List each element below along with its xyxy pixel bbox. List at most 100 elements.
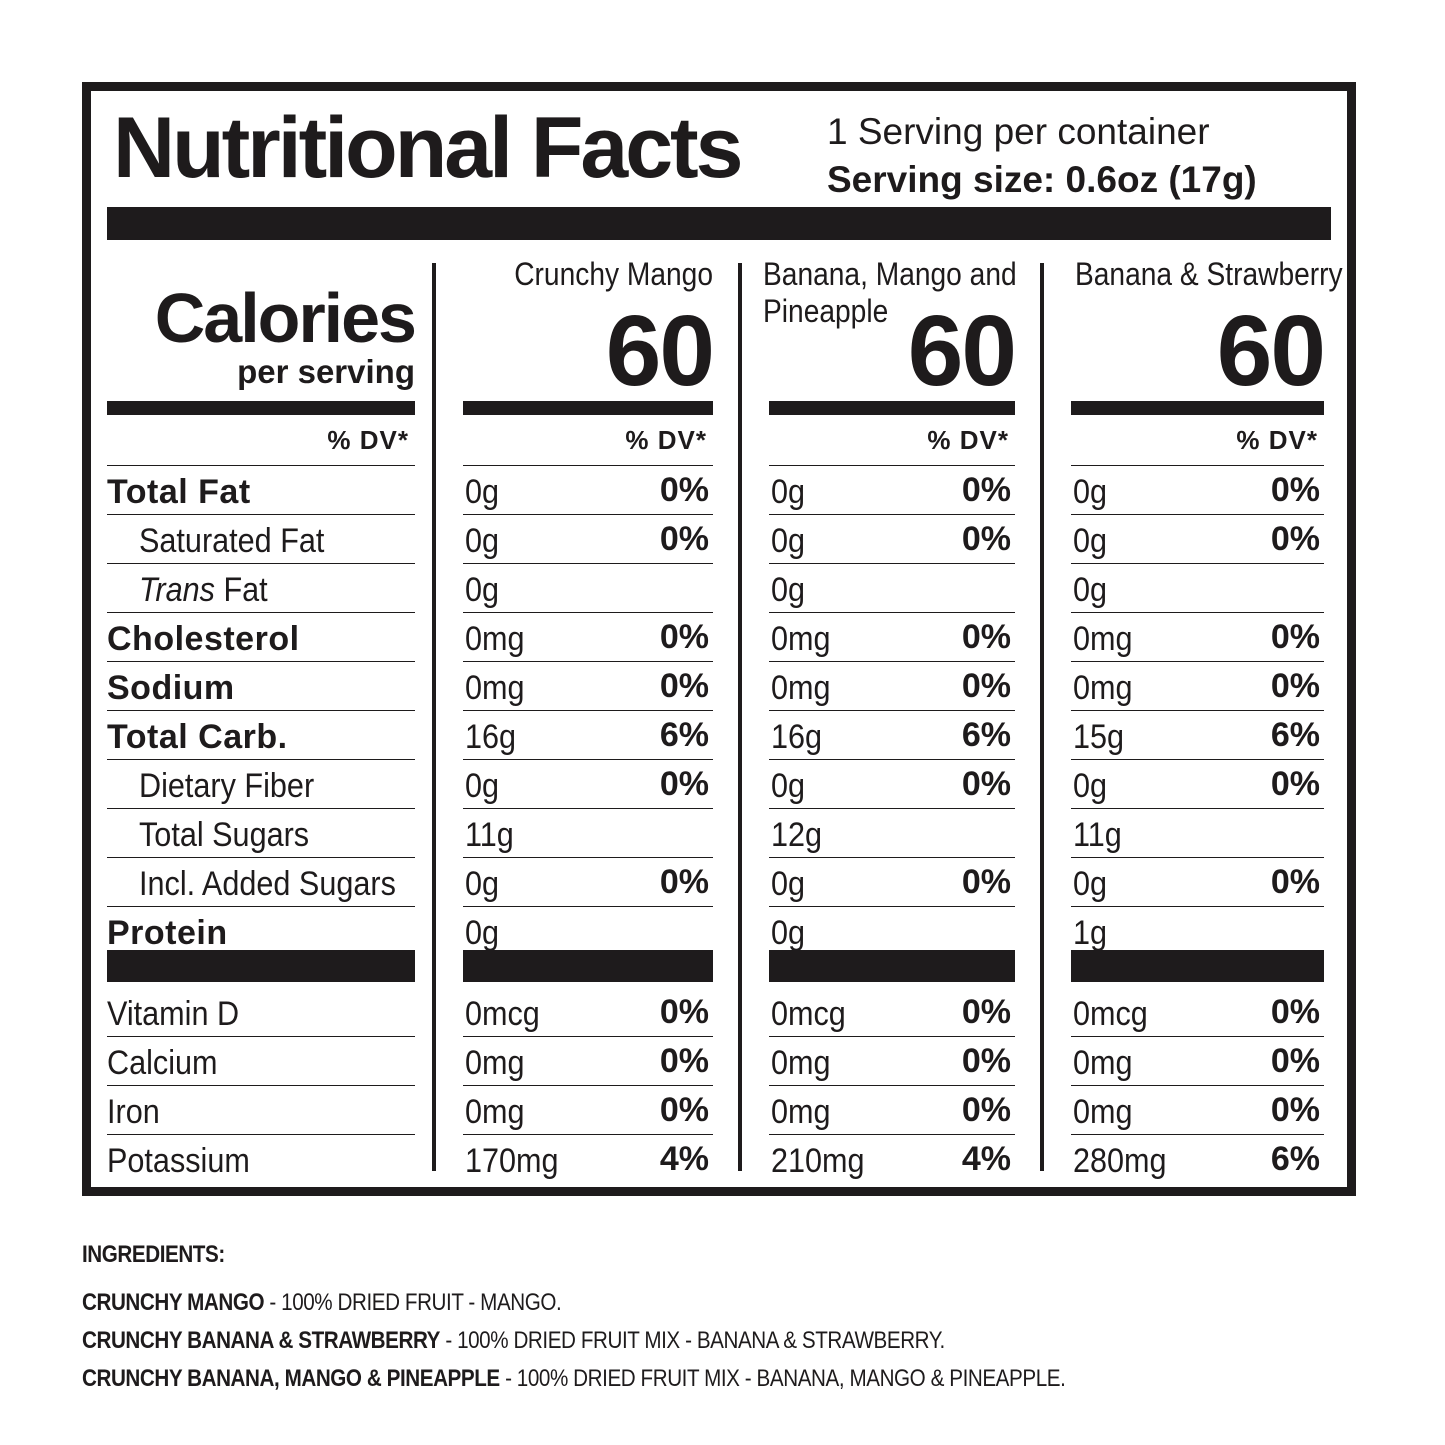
nutrient-value-row: 0g 0% [769, 760, 1015, 809]
vitamin-amount: 0mg [1073, 1093, 1133, 1131]
vitamin-value-row: 170mg 4% [463, 1135, 713, 1184]
nutrient-amount: 1g [1073, 914, 1108, 952]
calories-sublabel: per serving [237, 353, 415, 390]
vitamin-value-row: 0mg 0% [463, 1086, 713, 1135]
vitamin-dv: 0% [1270, 1042, 1320, 1080]
panel-title: Nutritional Facts [113, 100, 744, 196]
nutrient-amount: 11g [1073, 816, 1122, 854]
nutrient-dv: 0% [1270, 863, 1320, 901]
vitamin-dv: 0% [1270, 1091, 1320, 1129]
serving-size: Serving size: 0.6oz (17g) [827, 159, 1257, 200]
nutrient-dv: 0% [659, 667, 709, 705]
nutrient-dv: 0% [1270, 520, 1320, 558]
ingredient-line: CRUNCHY BANANA & STRAWBERRY - 100% DRIED… [82, 1327, 945, 1354]
nutrient-amount: 0mg [1073, 669, 1133, 707]
vitamin-value-row: 0mcg 0% [1071, 988, 1324, 1037]
nutrient-amount: 0g [771, 473, 806, 511]
nutrient-value-row: 0g 0% [769, 466, 1015, 515]
vitamin-value-row: 0mcg 0% [463, 988, 713, 1037]
nutrient-dv: 0% [659, 520, 709, 558]
nutrient-value-row: 16g 6% [769, 711, 1015, 760]
dv-header: % DV* [625, 425, 707, 455]
calories-divider-bar [463, 401, 713, 415]
nutrient-value-row: 0mg 0% [1071, 613, 1324, 662]
dv-header-row: % DV* [107, 417, 415, 466]
nutrient-label: Total Carb. [107, 718, 288, 756]
nutrient-dv: 6% [1270, 716, 1320, 754]
vitamin-amount: 0mcg [771, 995, 846, 1033]
dv-header-row: % DV* [769, 417, 1015, 466]
vitamin-amount: 0mcg [1073, 995, 1148, 1033]
nutrient-dv: 0% [961, 863, 1011, 901]
nutrient-amount: 0g [771, 522, 806, 560]
vitamin-dv: 0% [659, 993, 709, 1031]
nutrient-label-row: Incl. Added Sugars [107, 858, 415, 907]
nutrient-amount: 16g [465, 718, 517, 756]
nutrient-value-row: 12g [769, 809, 1015, 858]
nutrient-label-row: Total Sugars [107, 809, 415, 858]
nutrient-dv: 0% [659, 471, 709, 509]
nutrient-amount: 11g [465, 816, 514, 854]
vitamin-label: Calcium [107, 1044, 218, 1082]
dv-header-row: % DV* [1071, 417, 1324, 466]
nutrient-amount: 0g [771, 914, 806, 952]
nutrient-value-row: 1g [1071, 907, 1324, 956]
vitamin-label-row: Calcium [107, 1037, 415, 1086]
nutrient-label-row: Total Fat [107, 466, 415, 515]
nutrient-dv: 0% [961, 667, 1011, 705]
calories-divider-bar [769, 401, 1015, 415]
vitamin-value-row: 0mcg 0% [769, 988, 1015, 1037]
nutrient-value-row: 0g 0% [1071, 466, 1324, 515]
column-divider [432, 263, 436, 1171]
nutrient-dv: 6% [961, 716, 1011, 754]
nutrient-divider-bar [463, 950, 713, 982]
calories-divider-bar [107, 401, 415, 415]
nutrient-label-row: Total Carb. [107, 711, 415, 760]
nutrient-amount: 0mg [465, 620, 525, 658]
vitamin-dv: 0% [659, 1091, 709, 1129]
nutrient-label: Total Fat [107, 473, 251, 511]
nutrient-amount: 0mg [1073, 620, 1133, 658]
product-name-line2: Pineapple [763, 293, 889, 329]
nutrient-dv: 0% [961, 765, 1011, 803]
nutrient-amount: 0g [771, 767, 806, 805]
nutrient-value-row: 0g 0% [1071, 760, 1324, 809]
vitamin-amount: 210mg [771, 1142, 865, 1180]
product-calories: 60 [907, 295, 1017, 407]
nutrient-amount: 0g [1073, 865, 1108, 903]
nutrient-amount: 0g [1073, 522, 1108, 560]
vitamin-amount: 0mg [771, 1093, 831, 1131]
vitamin-dv: 0% [961, 993, 1011, 1031]
vitamin-dv: 4% [659, 1140, 709, 1178]
vitamin-label: Vitamin D [107, 995, 240, 1033]
product-name: Crunchy Mango [514, 256, 713, 292]
calories-divider-bar [1071, 401, 1324, 415]
nutrient-amount: 15g [1073, 718, 1125, 756]
vitamin-amount: 170mg [465, 1142, 559, 1180]
nutrient-amount: 0g [465, 914, 500, 952]
product-name: Banana, Mango and [763, 256, 1017, 292]
ingredients-heading: INGREDIENTS: [82, 1241, 225, 1268]
nutrient-value-row: 0g 0% [463, 515, 713, 564]
nutrient-dv: 0% [1270, 765, 1320, 803]
nutrient-amount: 0mg [771, 669, 831, 707]
nutrient-amount: 12g [771, 816, 823, 854]
vitamin-value-row: 210mg 4% [769, 1135, 1015, 1184]
vitamin-dv: 6% [1270, 1140, 1320, 1178]
nutrient-value-row: 0g [1071, 564, 1324, 613]
nutrient-dv: 6% [659, 716, 709, 754]
nutrient-amount: 0g [465, 571, 500, 609]
nutrient-value-row: 0mg 0% [463, 662, 713, 711]
nutrient-amount: 0g [1073, 473, 1108, 511]
nutrient-divider-bar [1071, 950, 1324, 982]
vitamin-value-row: 0mg 0% [463, 1037, 713, 1086]
vitamin-value-row: 0mg 0% [769, 1037, 1015, 1086]
nutrient-label: Trans Fat [139, 573, 268, 607]
nutrient-amount: 0g [465, 522, 500, 560]
nutrient-amount: 0g [771, 571, 806, 609]
vitamin-value-row: 0mg 0% [1071, 1037, 1324, 1086]
nutrient-divider-bar [107, 950, 415, 982]
nutrient-label: Saturated Fat [139, 522, 325, 560]
nutrient-label: Dietary Fiber [139, 767, 315, 805]
ingredient-line: CRUNCHY MANGO - 100% DRIED FRUIT - MANGO… [82, 1289, 562, 1316]
